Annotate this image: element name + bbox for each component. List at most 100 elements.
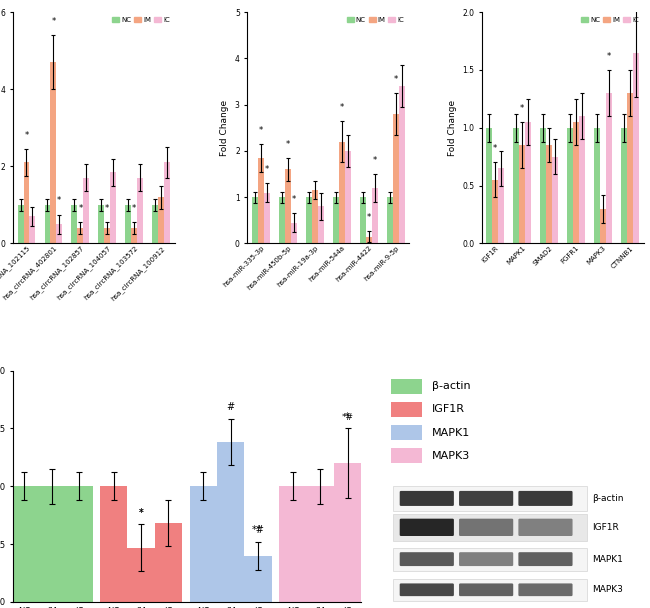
Bar (23, 162, 29, 243)
Bar (83, 178, 89, 243)
Text: IGF1R: IGF1R (592, 523, 619, 532)
Bar (360, 197, 366, 243)
Bar (285, 170, 291, 243)
Bar (387, 197, 393, 243)
Text: *: * (132, 204, 136, 213)
Text: *#: *# (252, 525, 265, 535)
Bar (57, 224, 62, 243)
Text: *: * (105, 204, 109, 213)
Bar (573, 122, 579, 243)
Bar (217, 443, 244, 602)
Bar (51, 62, 57, 243)
FancyBboxPatch shape (519, 584, 573, 596)
Text: #: # (227, 402, 235, 412)
Text: *: * (78, 204, 83, 213)
Bar (525, 122, 531, 243)
Bar (366, 237, 372, 243)
FancyBboxPatch shape (519, 491, 573, 506)
Bar (164, 162, 170, 243)
Legend: NC, IM, IC: NC, IM, IC (111, 16, 171, 24)
Bar (621, 128, 627, 243)
FancyBboxPatch shape (400, 491, 454, 506)
Bar (18, 205, 23, 243)
Y-axis label: Fold Change: Fold Change (220, 100, 229, 156)
Bar (111, 172, 116, 243)
Bar (264, 193, 270, 243)
Bar (307, 486, 334, 602)
Bar (65, 486, 92, 602)
FancyBboxPatch shape (519, 519, 573, 536)
Bar (29, 216, 35, 243)
Text: *: * (372, 156, 377, 165)
Bar (393, 548, 587, 571)
Text: MAPK3: MAPK3 (592, 586, 623, 594)
Text: *: * (51, 17, 55, 26)
Bar (514, 128, 519, 243)
Text: β-actin: β-actin (592, 494, 623, 503)
Bar (44, 205, 51, 243)
Text: β-actin: β-actin (432, 381, 471, 392)
Text: *: * (493, 144, 497, 153)
Bar (318, 207, 324, 243)
Bar (244, 556, 272, 602)
Text: *: * (393, 75, 398, 84)
Bar (486, 128, 492, 243)
Bar (540, 128, 546, 243)
Legend: NC, IM, IC: NC, IM, IC (580, 16, 640, 24)
Bar (105, 228, 111, 243)
Text: *: * (259, 126, 263, 135)
Bar (280, 486, 307, 602)
Text: *: * (57, 196, 62, 206)
Bar (393, 114, 398, 243)
Bar (291, 223, 296, 243)
Bar (306, 197, 312, 243)
FancyBboxPatch shape (459, 519, 514, 536)
Bar (627, 93, 633, 243)
Bar (312, 190, 318, 243)
Bar (552, 157, 558, 243)
Text: *: * (265, 165, 269, 174)
Text: MAPK3: MAPK3 (432, 451, 470, 461)
Text: MAPK1: MAPK1 (592, 554, 623, 564)
Bar (152, 205, 158, 243)
Bar (190, 486, 217, 602)
Bar (98, 205, 105, 243)
Text: *: * (292, 195, 296, 204)
Text: *: * (339, 103, 344, 112)
Bar (100, 486, 127, 602)
Y-axis label: Fold Change: Fold Change (447, 100, 456, 156)
Legend: NC, IM, IC: NC, IM, IC (345, 16, 406, 24)
Bar (546, 145, 552, 243)
Bar (125, 205, 131, 243)
Text: *: * (345, 412, 350, 421)
Bar (344, 151, 350, 243)
FancyBboxPatch shape (459, 552, 514, 566)
FancyBboxPatch shape (400, 584, 454, 596)
Bar (279, 197, 285, 243)
Text: *: * (138, 508, 144, 517)
Bar (77, 228, 83, 243)
Bar (398, 86, 404, 243)
Text: IGF1R: IGF1R (432, 404, 465, 415)
Bar (333, 197, 339, 243)
FancyBboxPatch shape (391, 402, 422, 417)
FancyBboxPatch shape (391, 425, 422, 440)
Bar (38, 486, 65, 602)
Bar (72, 205, 77, 243)
Bar (137, 178, 143, 243)
Bar (127, 548, 155, 602)
FancyBboxPatch shape (459, 584, 514, 596)
Text: *: * (255, 525, 261, 535)
Bar (393, 486, 587, 511)
Bar (633, 53, 639, 243)
Bar (579, 116, 585, 243)
Text: MAPK1: MAPK1 (432, 427, 470, 438)
Text: *#: *# (342, 412, 354, 421)
FancyBboxPatch shape (400, 552, 454, 566)
Bar (600, 209, 606, 243)
Bar (519, 145, 525, 243)
Bar (567, 128, 573, 243)
Bar (594, 128, 600, 243)
Text: *: * (24, 131, 29, 140)
Bar (339, 142, 345, 243)
